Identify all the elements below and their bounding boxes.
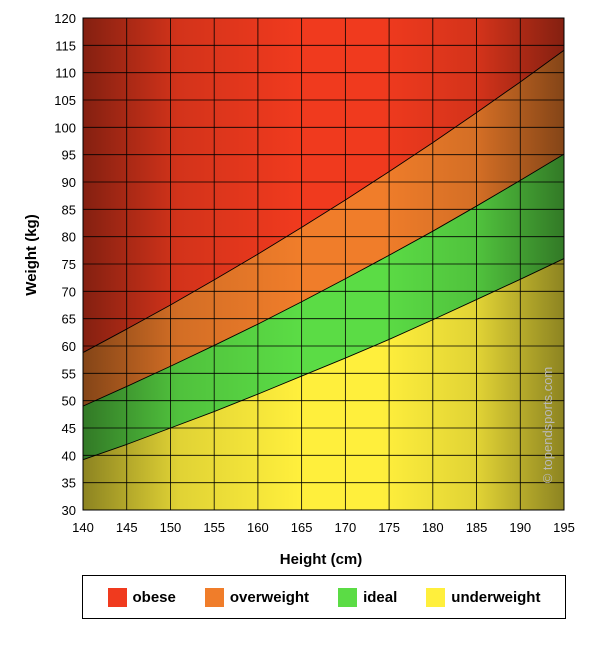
x-tick-label: 175 bbox=[378, 520, 400, 535]
x-axis-title: Height (cm) bbox=[280, 551, 363, 568]
y-tick-label: 35 bbox=[62, 476, 76, 491]
legend-label-ideal: ideal bbox=[363, 588, 398, 606]
y-tick-label: 85 bbox=[62, 202, 76, 217]
x-tick-label: 150 bbox=[160, 520, 182, 535]
y-tick-label: 90 bbox=[62, 175, 76, 190]
x-tick-label: 160 bbox=[247, 520, 269, 535]
y-tick-label: 95 bbox=[62, 148, 76, 163]
x-tick-label: 155 bbox=[203, 520, 225, 535]
y-tick-label: 30 bbox=[62, 503, 76, 518]
legend-label-obese: obese bbox=[132, 588, 176, 606]
legend-swatch-underweight bbox=[426, 587, 446, 607]
boundary-line bbox=[82, 258, 565, 461]
legend-swatch-overweight bbox=[204, 587, 224, 607]
y-tick-label: 105 bbox=[54, 93, 76, 108]
y-axis-title: Weight (kg) bbox=[23, 214, 40, 295]
x-tick-label: 180 bbox=[422, 520, 444, 535]
plot-frame bbox=[82, 17, 565, 511]
y-tick-label: 45 bbox=[62, 421, 76, 436]
x-tick-label: 185 bbox=[466, 520, 488, 535]
legend-item-overweight: overweight bbox=[204, 587, 310, 607]
y-tick-label: 50 bbox=[62, 394, 76, 409]
x-tick-label: 145 bbox=[116, 520, 138, 535]
legend-swatch-ideal bbox=[338, 587, 358, 607]
x-tick-label: 140 bbox=[72, 520, 94, 535]
watermark-text: © topendsports.com bbox=[540, 367, 555, 484]
y-tick-label: 80 bbox=[62, 230, 76, 245]
y-tick-label: 70 bbox=[62, 284, 76, 299]
legend-item-underweight: underweight bbox=[426, 587, 541, 607]
legend-swatch-obese bbox=[107, 587, 127, 607]
y-tick-label: 60 bbox=[62, 339, 76, 354]
y-tick-label: 75 bbox=[62, 257, 76, 272]
legend-label-underweight: underweight bbox=[451, 588, 541, 606]
legend-item-obese: obese bbox=[107, 587, 176, 607]
y-tick-label: 100 bbox=[54, 120, 76, 135]
y-tick-label: 65 bbox=[62, 312, 76, 327]
legend: obese overweight ideal underweight bbox=[82, 575, 566, 619]
boundary-lines bbox=[82, 49, 565, 461]
y-tick-label: 110 bbox=[55, 66, 76, 81]
x-tick-label: 190 bbox=[509, 520, 531, 535]
x-tick-label: 195 bbox=[553, 520, 575, 535]
legend-item-ideal: ideal bbox=[338, 587, 398, 607]
y-tick-labels: 30 35 40 45 50 55 60 65 70 75 80 85 90 95 100 105 110 115… bbox=[54, 11, 76, 518]
x-tick-label: 170 bbox=[335, 520, 357, 535]
x-tick-label: 165 bbox=[291, 520, 313, 535]
bmi-chart: 140 145 150 155 160 165 170 175 180 185 190 195 303… bbox=[23, 11, 575, 568]
boundary-line bbox=[82, 49, 565, 353]
legend-label-overweight: overweight bbox=[229, 588, 310, 606]
y-tick-label: 115 bbox=[55, 38, 76, 53]
y-tick-label: 55 bbox=[62, 366, 76, 381]
y-tick-label: 40 bbox=[62, 448, 76, 463]
boundary-line bbox=[82, 153, 565, 407]
y-tick-label: 120 bbox=[54, 11, 76, 26]
x-tick-labels: 140 145 150 155 160 165 170 175 180 185 190 195 bbox=[72, 520, 575, 535]
